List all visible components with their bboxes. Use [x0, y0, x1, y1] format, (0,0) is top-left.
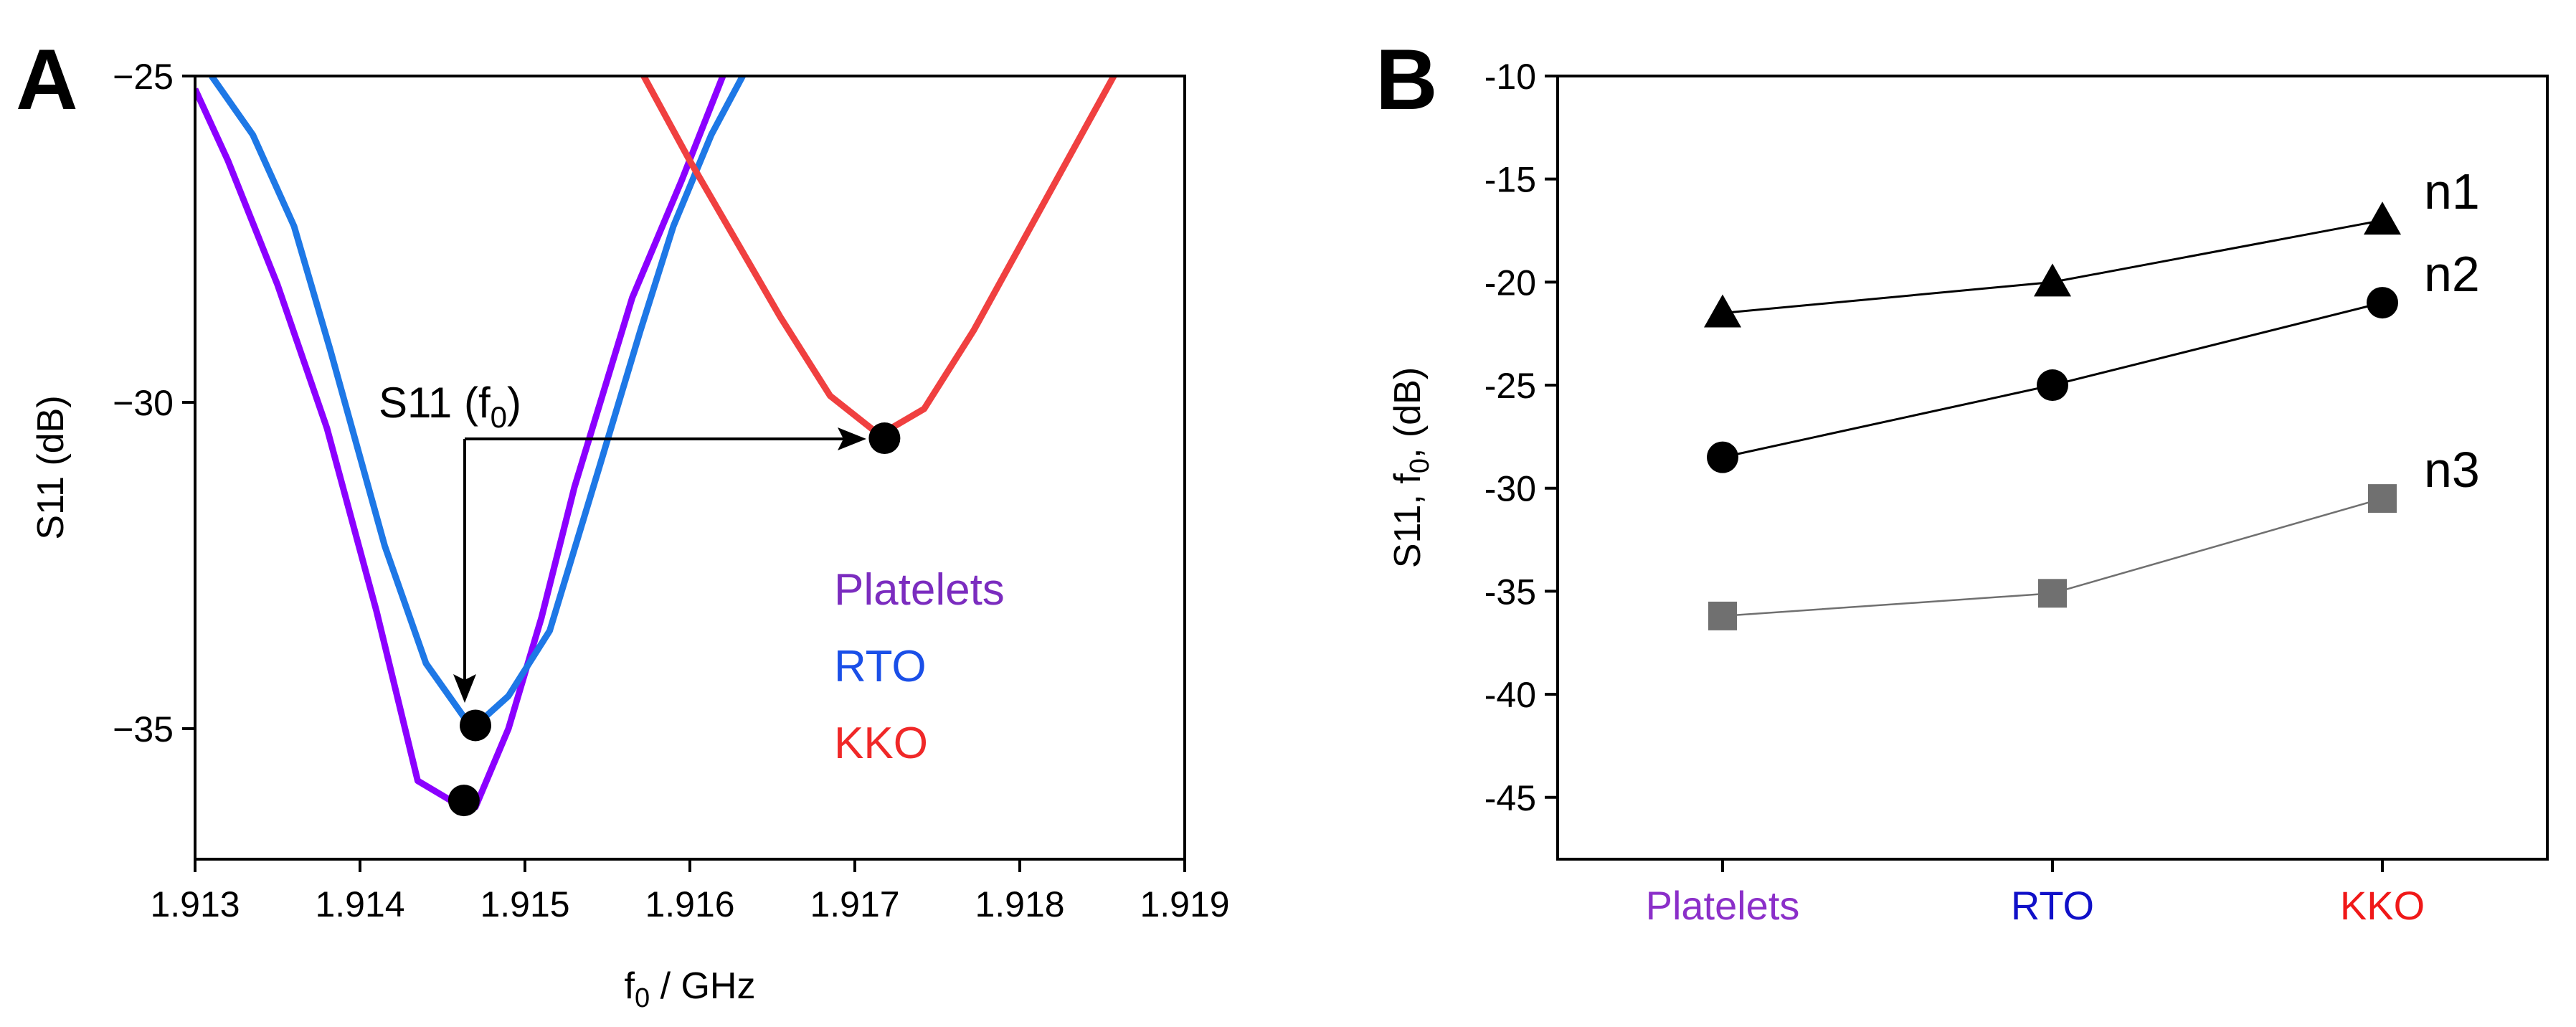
b-y-tick-label: -30	[1484, 469, 1536, 509]
arrowhead-rto	[453, 674, 476, 703]
y-tick-label: −30	[113, 383, 174, 423]
x-tick-label: 1.919	[1140, 884, 1229, 924]
panel-letter-a: A	[16, 32, 78, 128]
b-y-label-b: , (dB)	[1387, 367, 1429, 458]
min-point-kko	[868, 422, 901, 455]
panel-b-plot-frame	[1556, 75, 2549, 861]
x-tick-label: 1.914	[315, 884, 404, 924]
b-y-tick-label: -10	[1484, 57, 1536, 97]
panel-a-min-markers	[448, 422, 901, 817]
x-tick-label: 1.915	[480, 884, 569, 924]
b-y-label-sub: 0	[1405, 458, 1435, 473]
x-label-main: f	[625, 965, 635, 1007]
annotation-end: )	[507, 379, 521, 427]
category-label-platelets: Platelets	[1646, 883, 1800, 928]
panel-a-x-axis-label: f0 / GHz	[625, 965, 756, 1013]
b-y-tick-label: -25	[1484, 366, 1536, 406]
marker-n2-kko	[2367, 287, 2398, 319]
b-y-tick-label: -15	[1484, 160, 1536, 200]
arrowhead-kko	[838, 427, 866, 450]
marker-n2-platelets	[1707, 441, 1738, 473]
marker-n1-rto	[2034, 263, 2071, 297]
panel-a-series-layer	[195, 76, 1117, 810]
legend-platelets: Platelets	[834, 565, 1005, 615]
min-point-platelets	[448, 785, 480, 817]
panel-a-y-axis-label: S11 (dB)	[30, 395, 72, 539]
panel-b-ticks: -10 -15 -20 -25 -30 -35 -40 -45 Platelets RTO KKO	[1484, 57, 2425, 928]
panel-a-chart: 1.913 1.914 1.915 1.916 1.917 1.918 1.919 −25 −3…	[30, 57, 1230, 1013]
y-tick-label: −25	[113, 57, 174, 97]
marker-n3-rto	[2038, 579, 2067, 608]
annotation-sub: 0	[491, 400, 507, 434]
panel-a-annotation: S11 (f0)	[379, 379, 521, 434]
min-point-rto	[460, 709, 491, 742]
marker-n1-kko	[2364, 202, 2401, 235]
x-tick-label: 1.918	[975, 884, 1064, 924]
panel-a-ticks: 1.913 1.914 1.915 1.916 1.917 1.918 1.919 −25 −3…	[113, 57, 1229, 924]
x-tick-label: 1.916	[645, 884, 734, 924]
series-label-n1: n1	[2424, 164, 2480, 219]
marker-n2-rto	[2037, 369, 2068, 402]
marker-n3-platelets	[1708, 601, 1737, 630]
panel-b-series-layer: n1 n2 n3	[1704, 164, 2480, 630]
series-line-rto	[209, 76, 746, 732]
b-y-tick-label: -40	[1484, 675, 1536, 715]
series-label-n3: n3	[2424, 442, 2480, 498]
category-label-kko: KKO	[2340, 883, 2425, 928]
annotation-main: S11 (f	[379, 379, 491, 427]
b-y-tick-label: -35	[1484, 572, 1536, 612]
marker-n3-kko	[2368, 484, 2397, 514]
y-tick-label: −35	[113, 709, 174, 749]
b-y-label-a: S11, f	[1387, 473, 1429, 569]
x-tick-label: 1.913	[150, 884, 240, 924]
category-label-rto: RTO	[2011, 883, 2094, 928]
x-label-sub: 0	[635, 983, 650, 1013]
b-y-tick-label: -20	[1484, 262, 1536, 303]
b-y-tick-label: -45	[1484, 778, 1536, 818]
panel-b-y-axis-label: S11, f0, (dB)	[1387, 367, 1435, 568]
marker-n1-platelets	[1704, 294, 1741, 328]
legend-rto: RTO	[834, 642, 927, 691]
panel-letter-b: B	[1375, 32, 1438, 128]
legend-kko: KKO	[834, 719, 928, 768]
annotation-arrows	[463, 437, 845, 685]
x-label-rest: / GHz	[650, 965, 755, 1007]
series-label-n2: n2	[2424, 246, 2480, 302]
x-tick-label: 1.917	[810, 884, 899, 924]
